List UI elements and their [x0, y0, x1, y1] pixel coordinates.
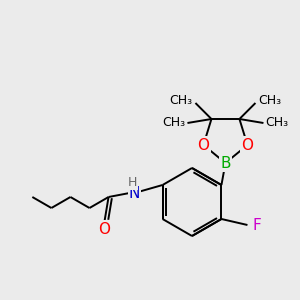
Text: H: H	[128, 176, 137, 190]
Text: O: O	[197, 137, 209, 152]
Text: CH₃: CH₃	[169, 94, 192, 107]
Text: N: N	[129, 185, 140, 200]
Text: CH₃: CH₃	[266, 116, 289, 130]
Text: CH₃: CH₃	[258, 94, 282, 107]
Text: O: O	[99, 221, 111, 236]
Text: F: F	[252, 218, 261, 232]
Text: CH₃: CH₃	[162, 116, 185, 130]
Text: O: O	[242, 137, 254, 152]
Text: B: B	[220, 155, 231, 170]
